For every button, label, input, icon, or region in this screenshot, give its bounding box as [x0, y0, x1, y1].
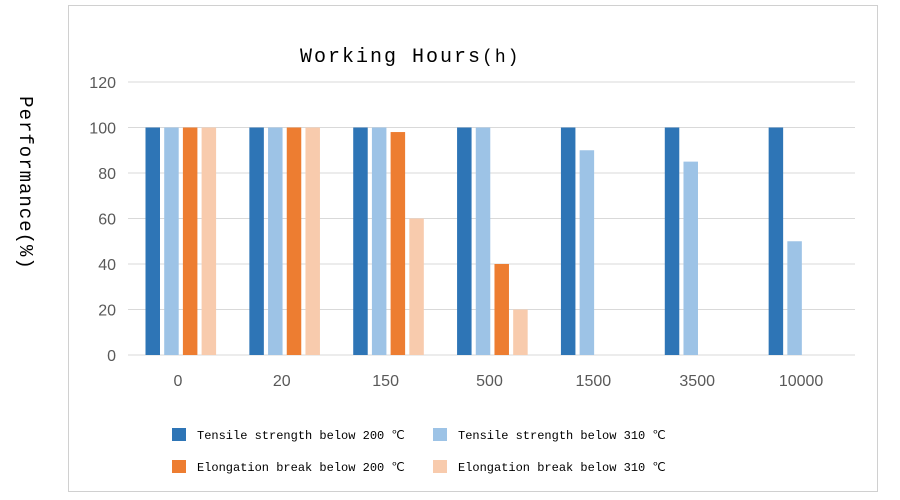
bar-s4-500	[513, 309, 528, 355]
bar-s3-20	[286, 127, 302, 355]
legend: Tensile strength below 200 ℃ Tensile stre…	[172, 428, 666, 475]
x-tick-labels: 0 20 150 500 1500 3500 10000	[173, 373, 823, 390]
bar-s1-150	[353, 127, 368, 355]
x-tick-label-150: 150	[372, 373, 399, 390]
bar-s1-3500	[664, 127, 680, 355]
bar-s1-500	[457, 127, 472, 355]
y-tick-label: 20	[98, 303, 116, 320]
chart-title-unit: (h)	[482, 48, 520, 68]
legend-label-1: Tensile strength below 200 ℃	[197, 429, 405, 443]
x-tick-label-1500: 1500	[576, 373, 612, 390]
bar-s1-1500	[560, 127, 576, 355]
x-tick-label-3500: 3500	[679, 373, 715, 390]
bar-s4-150	[409, 218, 424, 355]
legend-swatch-4	[433, 460, 447, 473]
legend-label-2: Tensile strength below 310 ℃	[458, 429, 666, 443]
y-tick-label: 100	[89, 121, 116, 138]
legend-swatch-2	[433, 428, 447, 441]
y-tick-label: 80	[98, 166, 116, 183]
chart-frame	[68, 5, 878, 492]
y-tick-labels: 0 20 40 60 80 100 120	[89, 75, 116, 365]
legend-label-3: Elongation break below 200 ℃	[197, 461, 405, 475]
y-tick-label: 0	[107, 348, 116, 365]
x-tick-label-20: 20	[273, 373, 291, 390]
bar-s3-500	[494, 264, 509, 355]
bar-s2-3500	[683, 161, 698, 355]
bar-s2-10000	[787, 241, 802, 355]
y-tick-label: 60	[98, 212, 116, 229]
y-tick-label: 120	[89, 75, 116, 92]
x-tick-label-10000: 10000	[779, 373, 824, 390]
x-tick-label-500: 500	[476, 373, 503, 390]
bar-s1-20	[249, 127, 264, 355]
legend-swatch-3	[172, 460, 186, 473]
bar-s2-150	[371, 127, 387, 355]
bar-s2-0	[164, 127, 179, 355]
bar-s2-20	[268, 127, 283, 355]
bar-s2-500	[475, 127, 491, 355]
bar-s1-10000	[768, 127, 784, 355]
bar-s3-0	[182, 127, 198, 355]
bar-s2-1500	[579, 150, 595, 355]
bar-s1-0	[145, 127, 160, 355]
gridlines	[128, 81, 855, 356]
bar-s4-0	[201, 127, 217, 355]
chart-title-main: Working Hours	[300, 46, 482, 69]
x-tick-label-0: 0	[173, 373, 182, 390]
legend-swatch-1	[172, 428, 186, 441]
bar-s3-150	[390, 132, 406, 355]
legend-label-4: Elongation break below 310 ℃	[458, 461, 666, 475]
bars	[145, 127, 802, 355]
y-tick-label: 40	[98, 257, 116, 274]
bar-s4-20	[305, 127, 320, 355]
chart-title: Working Hours(h)	[300, 46, 520, 69]
